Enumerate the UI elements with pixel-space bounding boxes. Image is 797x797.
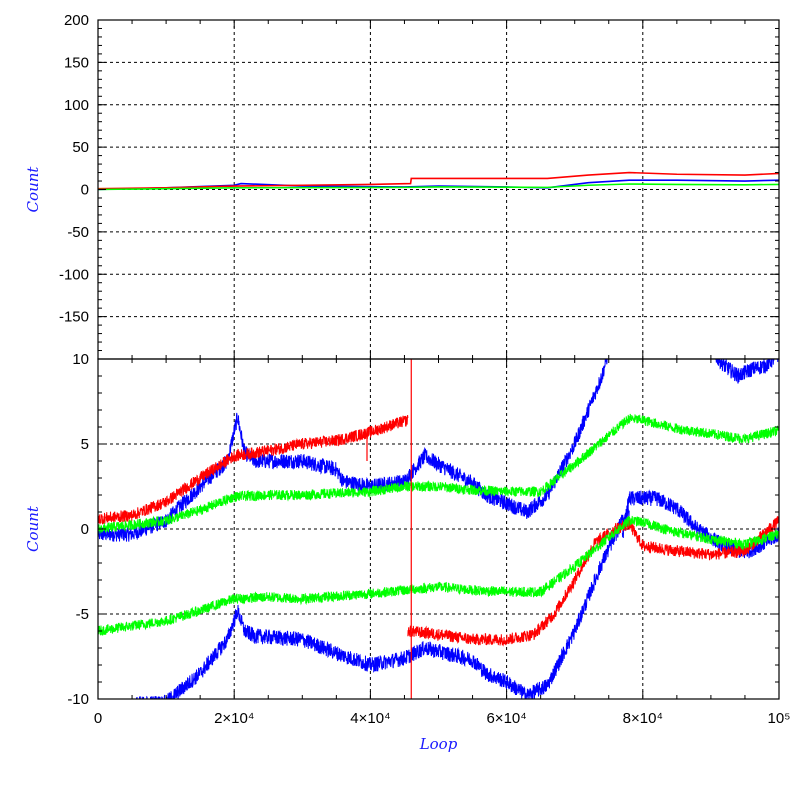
- series-clip: [98, 171, 779, 191]
- series-line-blue: [135, 506, 630, 699]
- y-tick-label: 0: [81, 182, 89, 199]
- top-series-group: [98, 171, 779, 191]
- top-ticks: [97, 19, 780, 360]
- y-tick-label: 0: [81, 521, 89, 538]
- y-tick-label: 200: [64, 12, 89, 29]
- bottom-y-tick-labels: 10 5 0 -5 -10: [67, 351, 89, 708]
- top-panel: 200 150 100 50 0 -50 -100 -150 Count: [24, 12, 780, 360]
- series-line-red: [98, 171, 779, 190]
- x-tick-label: 8×10⁴: [623, 710, 663, 727]
- x-axis-title: Loop: [419, 735, 458, 753]
- series-line-blue: [711, 359, 779, 384]
- y-tick-label: -5: [76, 606, 89, 623]
- bottom-ticks: [97, 358, 780, 700]
- y-tick-label: 150: [64, 54, 89, 71]
- y-tick-label: -150: [59, 309, 89, 326]
- x-tick-label: 4×10⁴: [350, 710, 390, 727]
- bottom-panel: 10 5 0 -5 -10 0 2×10⁴ 4×10⁴ 6×10⁴ 8×10⁴ 10⁵ Count…: [24, 351, 791, 753]
- series-clip: [98, 359, 779, 699]
- y-tick-label: 50: [72, 139, 89, 156]
- y-tick-label: -50: [67, 224, 89, 241]
- y-tick-label: 10: [72, 351, 89, 368]
- series-line-green: [98, 413, 779, 534]
- series-line-green: [98, 183, 779, 191]
- bottom-series-group: [98, 359, 779, 699]
- top-y-axis-title: Count: [24, 166, 42, 213]
- series-line-red: [407, 516, 779, 647]
- series-line-red: [98, 414, 409, 525]
- top-grid: [98, 20, 779, 359]
- x-tick-label: 10⁵: [768, 710, 791, 727]
- x-tick-label: 2×10⁴: [214, 710, 254, 727]
- series-line-green: [98, 515, 779, 636]
- y-tick-label: 100: [64, 97, 89, 114]
- x-tick-label: 0: [94, 710, 102, 727]
- x-tick-label: 6×10⁴: [486, 710, 526, 727]
- bottom-x-tick-labels: 0 2×10⁴ 4×10⁴ 6×10⁴ 8×10⁴ 10⁵: [94, 710, 791, 727]
- bottom-y-axis-title: Count: [24, 505, 42, 552]
- y-tick-label: -100: [59, 266, 89, 283]
- y-tick-label: -10: [67, 691, 89, 708]
- series-line-blue: [98, 359, 609, 542]
- top-y-tick-labels: 200 150 100 50 0 -50 -100 -150: [59, 12, 89, 326]
- y-tick-label: 5: [81, 436, 89, 453]
